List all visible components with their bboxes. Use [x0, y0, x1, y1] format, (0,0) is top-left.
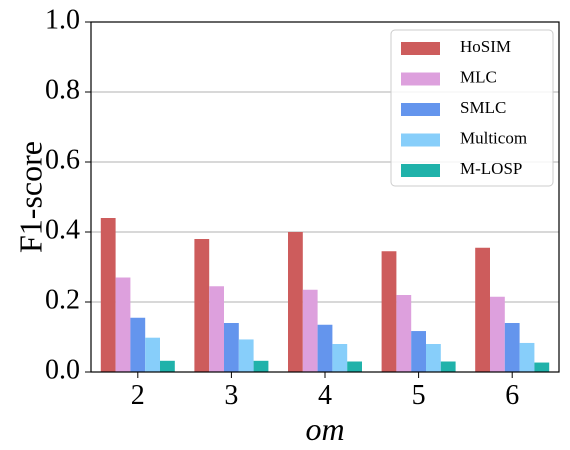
- bar-m-losp-3: [253, 360, 269, 372]
- y-tick-label: 0.2: [45, 284, 80, 315]
- legend-box: [390, 29, 554, 187]
- bar-hosim-6: [475, 247, 490, 372]
- bar-smlc-4: [317, 324, 333, 372]
- bars: [100, 218, 550, 372]
- bar-multicom-4: [332, 344, 348, 372]
- bar-m-losp-4: [347, 361, 362, 372]
- legend-swatch: [401, 133, 440, 147]
- bar-multicom-3: [238, 339, 254, 372]
- bar-hosim-5: [381, 251, 397, 372]
- y-axis-label: F1-score: [12, 141, 48, 253]
- x-tick-label: 2: [131, 380, 145, 411]
- x-ticks: 2 3 4 5 6: [131, 372, 519, 411]
- x-tick-label: 5: [412, 380, 426, 411]
- bar-smlc-3: [224, 323, 239, 372]
- bar-multicom-5: [426, 344, 441, 372]
- y-tick-label: 0.6: [45, 144, 80, 175]
- bar-smlc-5: [411, 331, 426, 372]
- y-tick-label: 0.4: [45, 214, 80, 245]
- legend-label: HoSIM: [460, 37, 511, 56]
- bar-m-losp-6: [534, 362, 550, 372]
- bar-mlc-3: [209, 286, 224, 372]
- bar-multicom-2: [145, 337, 160, 372]
- legend: HoSIM MLC SMLC Multicom M-LOSP: [390, 29, 554, 187]
- bar-mlc-2: [115, 277, 131, 372]
- legend-swatch: [401, 42, 440, 55]
- bar-smlc-6: [504, 323, 520, 372]
- y-tick-label: 0.0: [45, 354, 80, 385]
- bar-multicom-6: [519, 342, 535, 372]
- legend-label: M-LOSP: [460, 159, 522, 178]
- x-tick-label: 3: [224, 380, 238, 411]
- legend-label: Multicom: [460, 128, 527, 147]
- y-tick-label: 0.8: [45, 74, 80, 105]
- bar-smlc-2: [130, 317, 146, 372]
- bar-mlc-6: [490, 296, 505, 372]
- legend-swatch: [401, 164, 440, 177]
- legend-swatch: [401, 72, 440, 86]
- bar-hosim-2: [100, 218, 116, 372]
- y-ticks: 0.0 0.2 0.4 0.6 0.8 1.0: [45, 4, 91, 385]
- bar-m-losp-2: [160, 360, 175, 372]
- x-tick-label: 6: [505, 380, 519, 411]
- y-tick-label: 1.0: [45, 4, 80, 35]
- bar-hosim-3: [194, 239, 210, 372]
- legend-label: MLC: [460, 67, 497, 86]
- bar-hosim-4: [288, 232, 303, 372]
- x-axis-label: om: [305, 411, 344, 447]
- bar-mlc-4: [302, 289, 318, 372]
- legend-swatch: [401, 103, 440, 116]
- bar-mlc-5: [396, 295, 412, 372]
- legend-label: SMLC: [460, 98, 506, 117]
- x-tick-label: 4: [318, 380, 332, 411]
- bar-m-losp-5: [440, 361, 456, 372]
